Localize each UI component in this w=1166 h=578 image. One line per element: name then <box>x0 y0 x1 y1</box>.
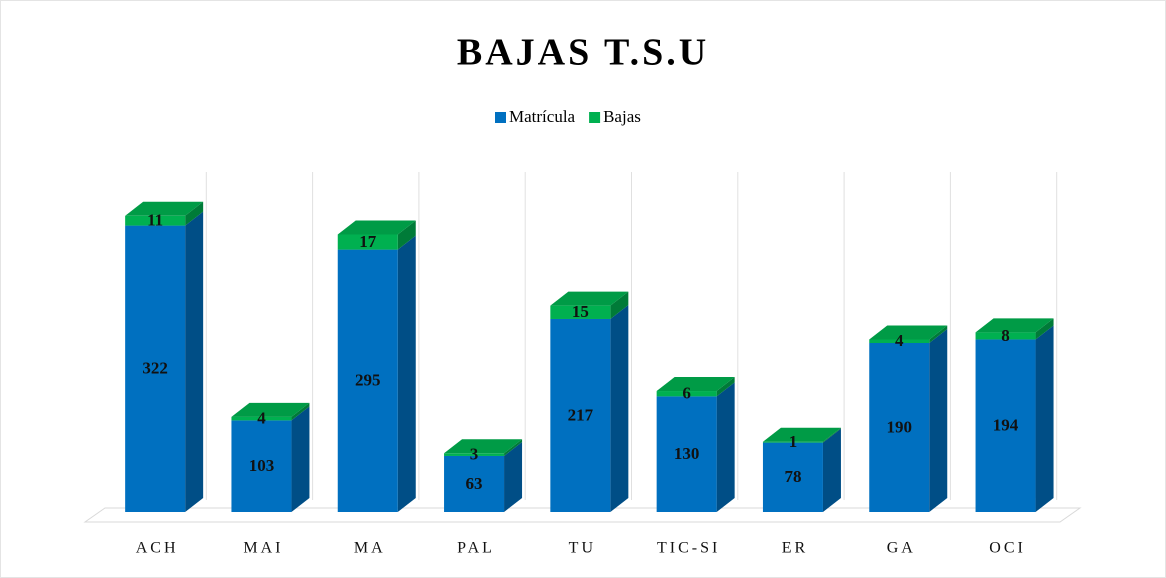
bar-top <box>762 427 841 442</box>
data-label: 103 <box>249 456 275 475</box>
bar-side <box>716 382 735 512</box>
bar-side <box>504 439 523 456</box>
bar-side <box>1035 318 1054 340</box>
data-label: 6 <box>682 384 691 403</box>
bar-side <box>291 406 310 512</box>
bar-segment <box>550 305 611 319</box>
bar-top <box>231 402 310 417</box>
bar-segment <box>762 442 823 512</box>
data-label: 194 <box>993 416 1019 435</box>
chart-title: BAJAS T.S.U <box>457 32 709 74</box>
bar-segment <box>337 249 398 512</box>
data-label: 15 <box>572 302 589 321</box>
bar-segment <box>444 455 505 512</box>
bar-top <box>125 201 204 216</box>
bar-side <box>185 201 204 226</box>
floor <box>83 507 1082 523</box>
bar-top <box>444 439 523 454</box>
x-tick-label: MAI <box>243 540 283 557</box>
bar-segment <box>125 215 186 226</box>
data-label: 1 <box>789 432 798 451</box>
data-label: 11 <box>147 211 163 230</box>
data-label: 322 <box>142 359 168 378</box>
bar-top <box>656 377 735 392</box>
bar-side <box>822 427 841 443</box>
bar-side <box>716 377 735 397</box>
data-label: 78 <box>784 467 801 486</box>
x-tick-label: ACH <box>136 540 179 557</box>
bar-segment <box>337 234 398 250</box>
data-label: 4 <box>257 409 266 428</box>
data-label: 217 <box>568 405 594 424</box>
bar-side <box>610 304 629 512</box>
bar-top <box>337 220 416 235</box>
bar-segment <box>231 420 292 512</box>
x-tick-label: ER <box>782 540 808 557</box>
bar-side <box>291 402 310 421</box>
bar-top <box>975 318 1054 333</box>
bar-segment <box>869 339 930 343</box>
data-label: 8 <box>1001 326 1010 345</box>
bar-side <box>397 235 416 512</box>
bar-side <box>397 220 416 250</box>
data-label: 4 <box>895 331 904 350</box>
bar-segment <box>869 343 930 512</box>
bar-side <box>610 291 629 319</box>
bar-segment <box>762 441 823 443</box>
x-tick-label: OCI <box>989 540 1026 557</box>
data-label: 190 <box>887 417 913 436</box>
legend-label: Matrícula <box>509 107 576 126</box>
bar-side <box>929 329 948 512</box>
data-label: 63 <box>466 474 483 493</box>
legend-label: Bajas <box>603 107 641 126</box>
bar-segment <box>231 416 292 421</box>
bar-segment <box>444 453 505 456</box>
legend-swatch <box>589 112 601 123</box>
data-label: 295 <box>355 371 381 390</box>
data-label: 3 <box>470 445 479 464</box>
bar-segment <box>656 396 717 512</box>
bar-top <box>550 291 629 306</box>
x-tick-label: MA <box>354 540 386 557</box>
bar-side <box>1035 325 1054 512</box>
bar-segment <box>656 391 717 397</box>
bar-top <box>869 325 948 340</box>
x-tick-label: TIC-SI <box>657 540 720 557</box>
bar-segment <box>550 318 611 512</box>
bar-side <box>504 441 523 512</box>
legend-swatch <box>495 112 506 123</box>
x-tick-label: TU <box>569 540 596 557</box>
x-tick-label: PAL <box>457 540 495 557</box>
bar-segment <box>125 225 186 512</box>
bar-side <box>185 211 204 512</box>
data-label: 130 <box>674 444 700 463</box>
bar-segment <box>975 339 1036 512</box>
bar-segment <box>975 332 1036 340</box>
bar-side <box>929 325 948 343</box>
data-label: 17 <box>359 232 377 251</box>
x-tick-label: GA <box>887 540 916 557</box>
bar-side <box>822 428 841 512</box>
